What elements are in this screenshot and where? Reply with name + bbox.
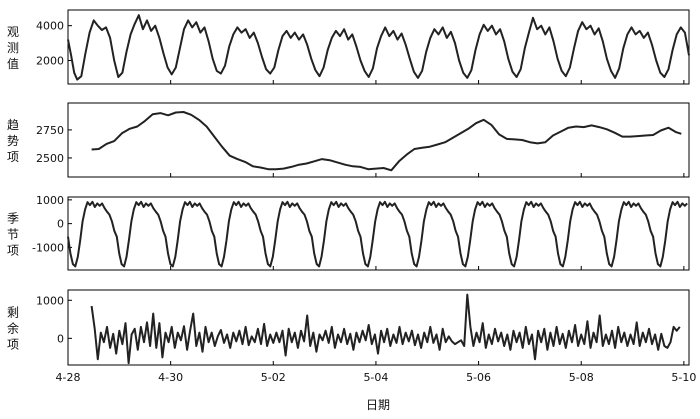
- panel-1: 2000 4000 观测值: [7, 9, 690, 85]
- x-tick-label: 4-30: [158, 371, 183, 384]
- y-tick-label: -1000: [32, 241, 64, 254]
- x-tick-label: 4-28: [56, 371, 81, 384]
- panel-3: -1000 0 1000 季节项: [7, 194, 690, 271]
- y-tick-label: 2750: [36, 124, 64, 137]
- y-axis-label: 季节项: [7, 212, 19, 258]
- series-line-2: [91, 111, 682, 172]
- series-line-4: [90, 293, 681, 365]
- x-tick-label: 5-02: [261, 371, 286, 384]
- x-tick-label: 5-10: [671, 371, 696, 384]
- panel-frame: [67, 196, 690, 271]
- panel-frame: [67, 289, 690, 366]
- y-tick-label: 0: [57, 218, 64, 231]
- y-tick-label: 4000: [36, 20, 64, 33]
- series-line-1: [67, 14, 690, 81]
- y-tick-label: 1000: [36, 194, 64, 207]
- x-axis-label: 日期: [366, 398, 390, 412]
- panel-2: 2500 2750 趋势项: [7, 102, 690, 178]
- x-axis: 4-28 4-30 5-02 5-04 5-06 5-08 5-10: [56, 371, 697, 384]
- y-axis-label: 剩余项: [7, 306, 19, 352]
- panel-frame: [67, 9, 690, 85]
- series-line-3: [67, 200, 688, 268]
- x-tick-label: 5-04: [363, 371, 388, 384]
- y-axis-label: 趋势项: [7, 118, 19, 164]
- panels-layer: 2000 4000 观测值 2500 2750 趋势项 -1000 0 1000 季节项 0 1000…: [7, 9, 690, 366]
- y-tick-label: 0: [57, 332, 64, 345]
- x-tick-label: 5-06: [466, 371, 491, 384]
- y-tick-label: 2500: [36, 152, 64, 165]
- x-tick-label: 5-08: [569, 371, 594, 384]
- y-tick-label: 1000: [36, 294, 64, 307]
- y-tick-label: 2000: [36, 54, 64, 67]
- panel-frame: [67, 102, 690, 178]
- panel-4: 0 1000 剩余项: [7, 289, 690, 366]
- y-axis-label: 观测值: [7, 25, 19, 71]
